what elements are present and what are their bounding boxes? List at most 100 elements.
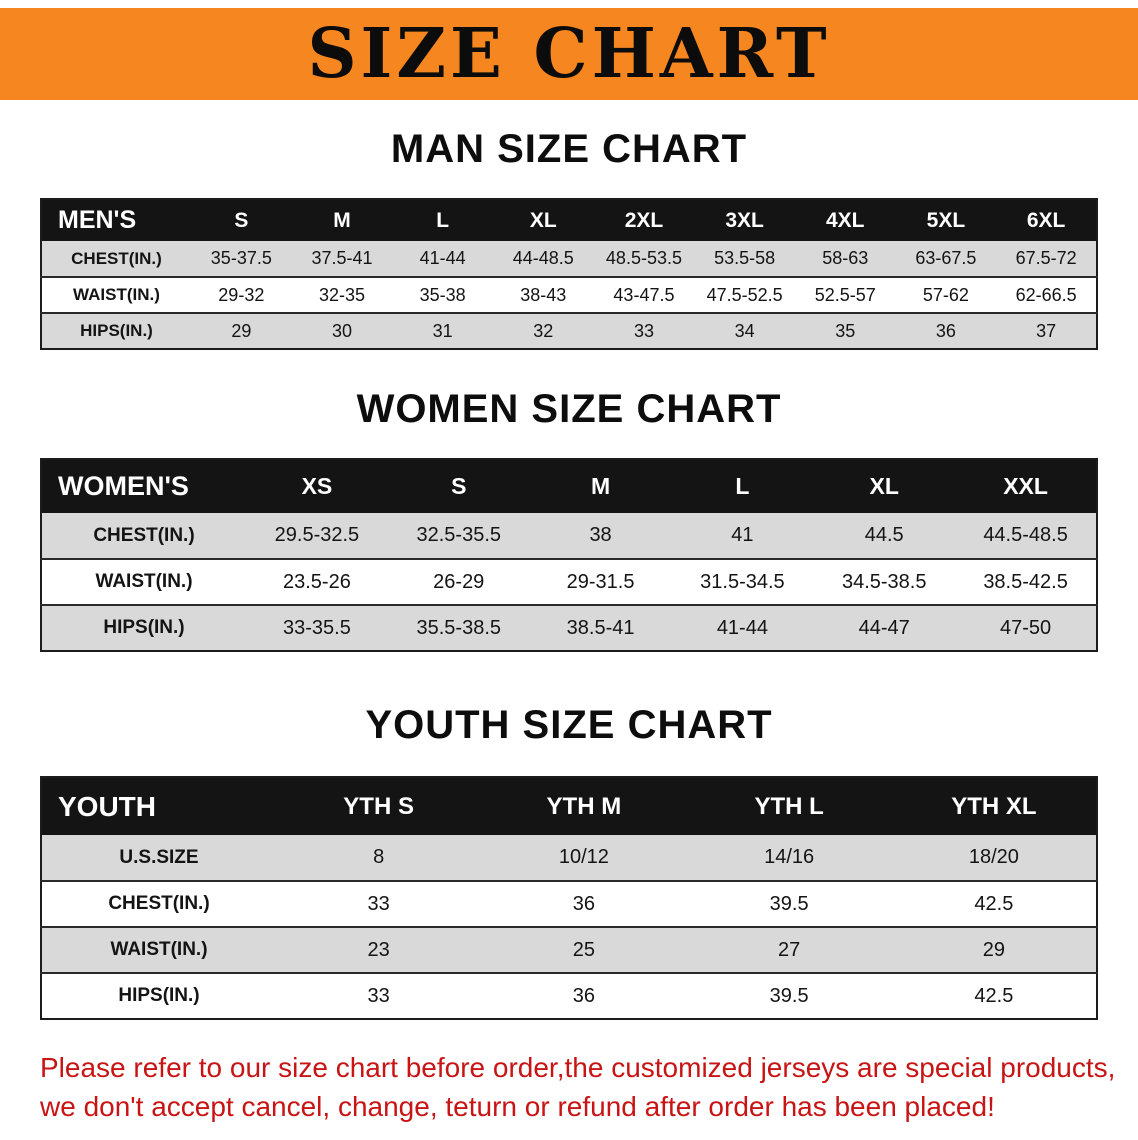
table-row: WAIST(IN.) 29-32 32-35 35-38 38-43 43-47.5 47.… [41, 277, 1097, 313]
size-column-header: S [451, 473, 467, 499]
size-value-cell: 44.5-48.5 [955, 513, 1097, 559]
size-value-cell: 23.5-26 [246, 559, 388, 605]
size-value-cell: 47-50 [955, 605, 1097, 651]
row-label: WAIST(IN.) [41, 559, 246, 605]
disclaimer-note: Please refer to our size chart before or… [40, 1048, 1118, 1126]
size-table-header-row: YOUTH YTH S YTH M YTH L YTH XL [41, 777, 1097, 835]
size-value-cell: 18/20 [891, 835, 1097, 881]
men-section: MAN SIZE CHART MEN'S S M L XL 2XL 3XL 4XL 5XL 6XL… [0, 126, 1138, 350]
size-value-cell: 29-31.5 [529, 559, 672, 605]
size-value-cell: 63-67.5 [895, 241, 997, 277]
size-chart-page: SIZE CHART MAN SIZE CHART MEN'S S M L XL 2XL 3… [0, 8, 1138, 1140]
size-value-cell: 47.5-52.5 [694, 277, 795, 313]
size-value-cell: 34.5-38.5 [813, 559, 956, 605]
size-value-cell: 48.5-53.5 [593, 241, 695, 277]
size-value-cell: 57-62 [895, 277, 997, 313]
size-value-cell: 37 [996, 313, 1097, 349]
size-column-header: 2XL [624, 208, 664, 232]
size-value-cell: 41-44 [671, 605, 814, 651]
size-value-cell: 67.5-72 [996, 241, 1097, 277]
size-value-cell: 29.5-32.5 [246, 513, 388, 559]
table-row: HIPS(IN.) 29 30 31 32 33 34 35 36 37 [41, 313, 1097, 349]
size-value-cell: 29-32 [191, 277, 292, 313]
size-value-cell: 43-47.5 [593, 277, 695, 313]
size-value-cell: 39.5 [686, 973, 892, 1019]
size-column-header: 4XL [826, 208, 865, 232]
size-value-cell: 33 [276, 881, 482, 927]
table-group-label: WOMEN'S [58, 471, 189, 501]
size-value-cell: 35-38 [392, 277, 493, 313]
size-value-cell: 35 [794, 313, 896, 349]
size-column-header: M [590, 473, 611, 499]
size-value-cell: 32-35 [291, 277, 393, 313]
size-column-header: XL [529, 208, 557, 232]
size-value-cell: 39.5 [686, 881, 892, 927]
size-column-header: 3XL [725, 208, 764, 232]
row-label: HIPS(IN.) [41, 605, 246, 651]
size-value-cell: 38 [529, 513, 672, 559]
size-value-cell: 34 [694, 313, 795, 349]
row-label: WAIST(IN.) [41, 927, 276, 973]
size-value-cell: 44-48.5 [492, 241, 594, 277]
size-value-cell: 31 [392, 313, 493, 349]
size-column-header: 5XL [926, 208, 966, 232]
size-value-cell: 29 [191, 313, 292, 349]
size-table-header-row: WOMEN'S XS S M L XL XXL [41, 459, 1097, 513]
women-section: WOMEN SIZE CHART WOMEN'S XS S M L XL XXL CHEST(… [0, 386, 1138, 652]
table-group-label: MEN'S [58, 206, 137, 234]
table-group-label: YOUTH [58, 790, 156, 822]
size-column-header: XXL [1003, 473, 1048, 499]
size-value-cell: 44.5 [813, 513, 956, 559]
table-row: CHEST(IN.) 33 36 39.5 42.5 [41, 881, 1097, 927]
size-value-cell: 35-37.5 [191, 241, 292, 277]
men-section-heading: MAN SIZE CHART [390, 127, 748, 171]
size-value-cell: 10/12 [481, 835, 687, 881]
size-value-cell: 37.5-41 [291, 241, 393, 277]
youth-size-table: YOUTH YTH S YTH M YTH L YTH XL U.S.SIZE 8 10/12… [40, 776, 1098, 1020]
size-value-cell: 25 [481, 927, 687, 973]
size-table-header-row: MEN'S S M L XL 2XL 3XL 4XL 5XL 6XL [41, 199, 1097, 241]
table-row: WAIST(IN.) 23 25 27 29 [41, 927, 1097, 973]
size-column-header: YTH L [754, 792, 824, 820]
size-value-cell: 26-29 [387, 559, 530, 605]
size-value-cell: 27 [686, 927, 892, 973]
size-column-header: YTH M [546, 792, 622, 820]
size-column-header: L [436, 208, 450, 232]
row-label: WAIST(IN.) [41, 277, 191, 313]
youth-section-heading: YOUTH SIZE CHART [365, 703, 773, 747]
youth-section: YOUTH SIZE CHART YOUTH YTH S YTH M YTH L YTH… [0, 702, 1138, 1020]
table-row: HIPS(IN.) 33-35.5 35.5-38.5 38.5-41 41-44 44-… [41, 605, 1097, 651]
size-value-cell: 41-44 [392, 241, 493, 277]
size-column-header: YTH S [343, 792, 414, 820]
row-label: CHEST(IN.) [41, 241, 191, 277]
size-column-header: YTH XL [951, 792, 1037, 820]
size-value-cell: 38-43 [492, 277, 594, 313]
size-value-cell: 36 [895, 313, 997, 349]
page-title: SIZE CHART [307, 14, 831, 94]
size-value-cell: 31.5-34.5 [671, 559, 814, 605]
table-row: U.S.SIZE 8 10/12 14/16 18/20 [41, 835, 1097, 881]
table-row: WAIST(IN.) 23.5-26 26-29 29-31.5 31.5-34.5 34… [41, 559, 1097, 605]
row-label: CHEST(IN.) [41, 881, 276, 927]
table-row: CHEST(IN.) 29.5-32.5 32.5-35.5 38 41 44.5 44.5… [41, 513, 1097, 559]
size-value-cell: 30 [291, 313, 393, 349]
size-value-cell: 35.5-38.5 [387, 605, 530, 651]
size-value-cell: 42.5 [891, 881, 1097, 927]
size-value-cell: 32.5-35.5 [387, 513, 530, 559]
disclaimer-line-2: we don't accept cancel, change, teturn o… [40, 1091, 995, 1123]
size-value-cell: 8 [276, 835, 482, 881]
size-column-header: 6XL [1026, 208, 1066, 232]
row-label: HIPS(IN.) [41, 973, 276, 1019]
size-value-cell: 32 [492, 313, 594, 349]
size-value-cell: 14/16 [686, 835, 892, 881]
size-value-cell: 36 [481, 881, 687, 927]
size-value-cell: 58-63 [794, 241, 896, 277]
size-value-cell: 38.5-41 [529, 605, 672, 651]
size-value-cell: 33 [276, 973, 482, 1019]
size-value-cell: 53.5-58 [694, 241, 795, 277]
size-column-header: XS [301, 473, 333, 499]
size-value-cell: 36 [481, 973, 687, 1019]
size-value-cell: 62-66.5 [996, 277, 1097, 313]
size-column-header: M [333, 208, 351, 232]
table-row: CHEST(IN.) 35-37.5 37.5-41 41-44 44-48.5 48.5… [41, 241, 1097, 277]
